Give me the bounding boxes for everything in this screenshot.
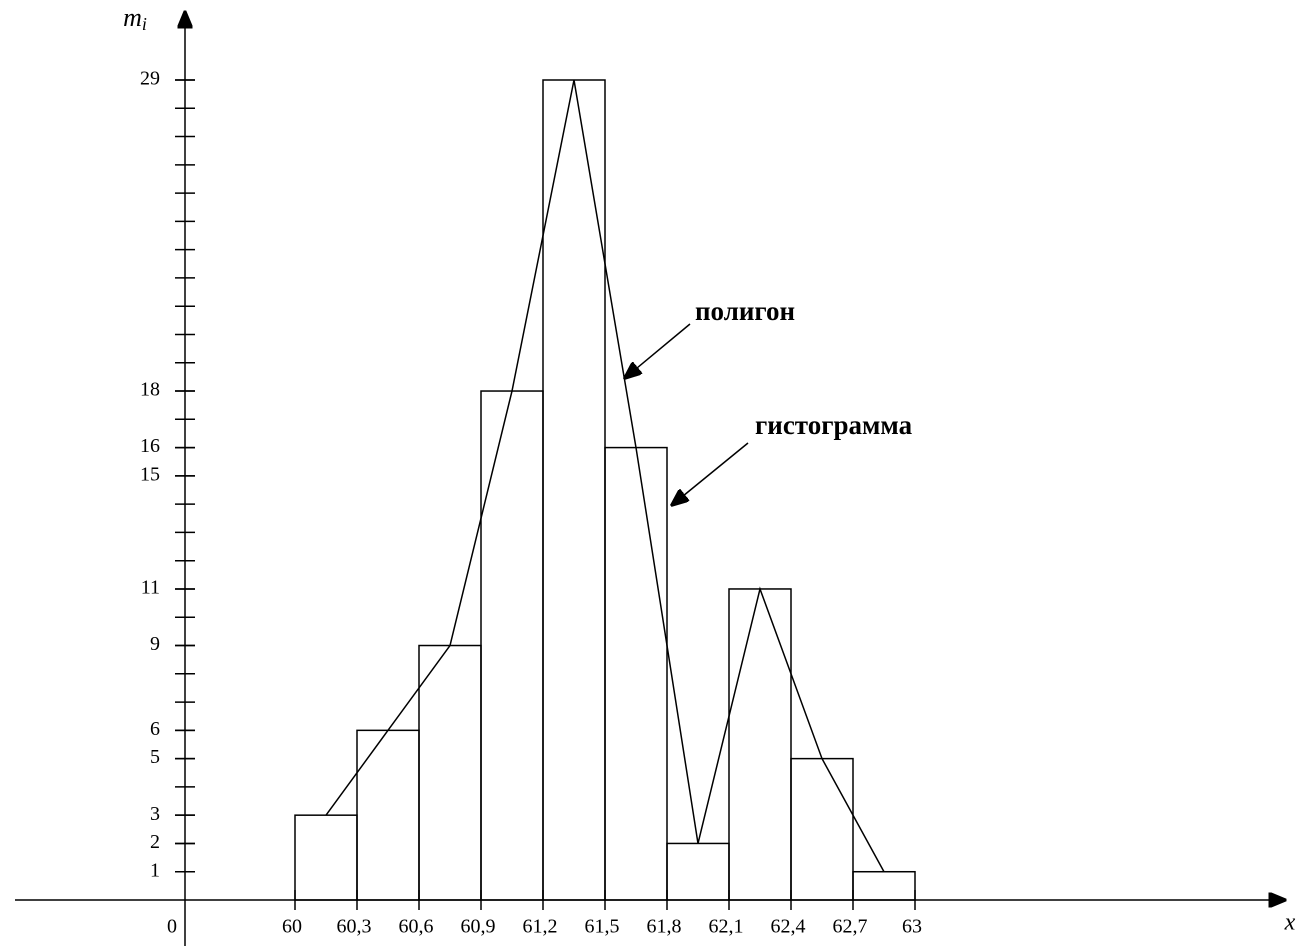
y-tick-label: 5 [150, 746, 160, 768]
y-tick-label: 9 [150, 633, 160, 655]
histogram-bar [480, 390, 544, 901]
y-tick-label: 11 [141, 577, 160, 599]
y-axis-label-main: m [123, 3, 142, 32]
x-tick-label: 62,4 [771, 916, 806, 938]
annotation-arrow [625, 323, 691, 378]
y-tick-label: 15 [140, 463, 160, 485]
x-tick-label: 61,8 [647, 916, 682, 938]
polygon-line [325, 79, 885, 873]
x-tick-label: 62,7 [833, 916, 868, 938]
x-tick-label: 62,1 [709, 916, 744, 938]
x-tick-label: 60,9 [461, 916, 496, 938]
x-tick-label: 61,5 [585, 916, 620, 938]
histogram-bar [604, 446, 668, 901]
histogram-bar [418, 644, 482, 901]
annotation-arrow [672, 442, 749, 505]
y-axis-label-index: i [142, 14, 147, 34]
x-tick-label: 60 [282, 916, 302, 938]
y-tick-label: 2 [150, 831, 160, 853]
y-tick-label: 3 [150, 803, 160, 825]
y-tick-label: 6 [150, 718, 160, 740]
x-tick-label: 60,6 [399, 916, 434, 938]
histogram-bar [294, 814, 358, 901]
annotation: полигон [695, 296, 795, 326]
y-tick-label: 29 [140, 68, 160, 90]
histogram-bar [790, 757, 854, 901]
annotation: гистограмма [755, 410, 913, 440]
x-tick-label: 63 [902, 916, 922, 938]
x-axis-label: x [1284, 910, 1296, 936]
histogram-bar [852, 870, 916, 901]
histogram-bar [542, 79, 606, 901]
x-tick-label: 60,3 [337, 916, 372, 938]
histogram-bar [356, 729, 420, 901]
y-axis-label: mi [123, 3, 147, 34]
histogram-bar [728, 588, 792, 901]
origin-label: 0 [167, 916, 177, 938]
histogram-bar [666, 842, 730, 901]
y-tick-label: 1 [150, 859, 160, 881]
y-tick-label: 18 [140, 379, 160, 401]
x-tick-label: 61,2 [523, 916, 558, 938]
y-tick-label: 16 [140, 435, 160, 457]
